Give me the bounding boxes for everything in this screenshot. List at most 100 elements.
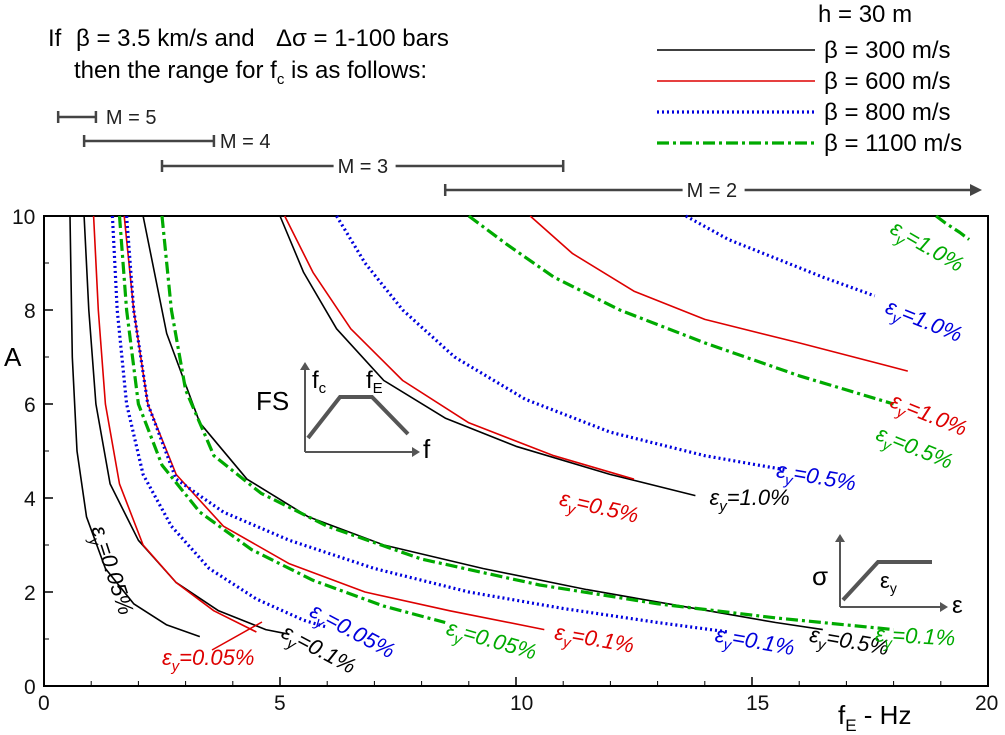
stress-inset-x-arrow [940, 602, 948, 612]
y-tick-label-0: 0 [24, 676, 36, 699]
label-pointer-line [211, 621, 263, 651]
series-600-0p05 [92, 215, 257, 633]
stress-inset: σ ε εy [812, 534, 963, 619]
range-label-2: M = 3 [338, 156, 389, 178]
series-group [69, 214, 971, 638]
legend-label-3: β = 1100 m/s [824, 130, 962, 157]
range-label-bg-2 [333, 154, 396, 178]
stress-inset-curve [841, 560, 932, 602]
curve-label-value: =1.0% [727, 485, 790, 510]
magnitude-ranges: M = 5 M = 4 M = 3 M = 2 [56, 107, 982, 202]
curve-label-1: εy=0.05% [162, 645, 254, 675]
series-1100-0p5 [467, 214, 895, 406]
header-line1-beta: β = 3.5 km/s and [76, 25, 255, 52]
curve-label-9: εy=0.5% [556, 486, 641, 533]
curve-label-value: =0.5% [574, 489, 641, 528]
curve-label-5: εy=0.1% [552, 619, 636, 662]
header-line2-tail: is as follows: [284, 57, 427, 84]
y-tick-label-3: 6 [24, 394, 36, 417]
curve-label-14: εy=1.0% [880, 294, 966, 352]
y-tick-label-1: 2 [24, 582, 36, 605]
series-300-1p0 [279, 215, 696, 497]
fs-inset-y-arrow [300, 362, 310, 370]
curve-label-eps: ε [874, 621, 885, 646]
fs-inset: FS f fc fE [256, 362, 431, 464]
curve-label-15: εy=1.0% [884, 215, 968, 281]
y-tick-label-5: 10 [12, 206, 35, 229]
stress-inset-yield: εy [880, 568, 897, 596]
fs-inset-ylabel: FS [256, 386, 289, 416]
curve-label-eps: ε [553, 619, 567, 645]
series-800-1p0 [685, 214, 876, 298]
legend: h = 30 m β = 300 m/s β = 600 m/s β = 800 m… [657, 1, 962, 157]
fs-inset-corner1: fc [312, 367, 327, 397]
legend-label-1: β = 600 m/s [824, 68, 951, 95]
series-300-0p1 [83, 215, 290, 636]
stress-inset-xlabel: ε [952, 592, 963, 619]
series-800-0p1 [125, 215, 729, 634]
series-300-0p5 [142, 215, 823, 631]
curve-label-sub: y [171, 658, 181, 675]
x-axis-label-tail: - Hz [857, 700, 912, 730]
curve-label-11: εy=0.5% [774, 457, 858, 500]
curve-label-8: εy=0.1% [874, 621, 956, 655]
curve-label-6: εy=0.1% [713, 622, 797, 665]
curve-label-sub: y [718, 498, 728, 515]
curve-label-eps: ε [808, 622, 822, 648]
curve-label-value: =0.1% [570, 622, 636, 658]
series-800-0p05 [110, 215, 328, 629]
header-line2-main: then the range for f [74, 57, 277, 84]
y-tick-label-2: 4 [24, 488, 36, 511]
curve-label-0: εy=0.05% [82, 522, 139, 619]
series-600-0p5 [283, 215, 635, 480]
legend-title: h = 30 m [818, 1, 912, 28]
header-line1-delta: Δσ = 1-100 bars [276, 25, 449, 52]
x-tick-label-1: 5 [274, 692, 286, 715]
legend-label-0: β = 300 m/s [824, 37, 951, 64]
curve-label-value: =1.0% [898, 300, 966, 347]
axis-ticks: 0 5 10 15 20 0 2 4 6 8 10 [12, 206, 998, 715]
x-axis-label-main: f [838, 700, 846, 730]
curve-label-value: =0.05% [179, 645, 254, 670]
x-tick-label-3: 15 [746, 692, 769, 715]
x-tick-label-0: 0 [38, 692, 50, 715]
x-tick-label-4: 20 [975, 692, 998, 715]
curve-label-4: εy=0.05% [442, 615, 539, 669]
curve-label-sub: y [883, 635, 894, 653]
range-label-0: M = 5 [106, 107, 157, 129]
curve-label-eps: ε [713, 622, 727, 648]
curve-label-eps: ε [162, 645, 172, 670]
header-line2-sub: c [277, 71, 285, 88]
x-axis-label-sub: E [845, 716, 856, 735]
header-line1-prefix: If [48, 25, 62, 52]
curve-label-eps: ε [710, 485, 720, 510]
range-arrow-3 [970, 184, 982, 196]
series-1100-0p05 [117, 215, 446, 625]
range-label-bg-3 [682, 178, 745, 202]
stress-inset-y-arrow [835, 534, 845, 542]
series-300-0p05 [69, 215, 201, 638]
header-line2: then the range for fc is as follows: [74, 57, 427, 88]
curve-label-value: =0.1% [892, 622, 956, 650]
curve-label-value: =0.5% [792, 460, 858, 496]
range-label-1: M = 4 [220, 131, 271, 153]
header-note: If β = 3.5 km/s and Δσ = 1-100 bars then… [48, 25, 449, 88]
curve-label-eps: ε [775, 457, 789, 483]
series-1100-0p1 [160, 215, 894, 632]
range-label-3: M = 2 [687, 180, 738, 202]
curve-label-10: εy=1.0% [710, 485, 790, 515]
series-1100-1p0 [935, 214, 971, 241]
x-axis-label: fE - Hz [838, 700, 911, 735]
fs-inset-curve [306, 395, 410, 440]
legend-label-2: β = 800 m/s [824, 99, 951, 126]
fs-inset-x-arrow [412, 447, 420, 457]
x-tick-label-2: 10 [510, 692, 533, 715]
curve-label-value: =0.1% [730, 625, 796, 661]
fs-inset-xlabel: f [423, 434, 431, 464]
curve-label-value: =0.05% [92, 539, 139, 618]
series-800-0p5 [335, 215, 786, 472]
fs-inset-corner2: fE [366, 367, 383, 397]
series-600-1p0 [529, 215, 909, 372]
y-tick-label-4: 8 [24, 300, 36, 323]
